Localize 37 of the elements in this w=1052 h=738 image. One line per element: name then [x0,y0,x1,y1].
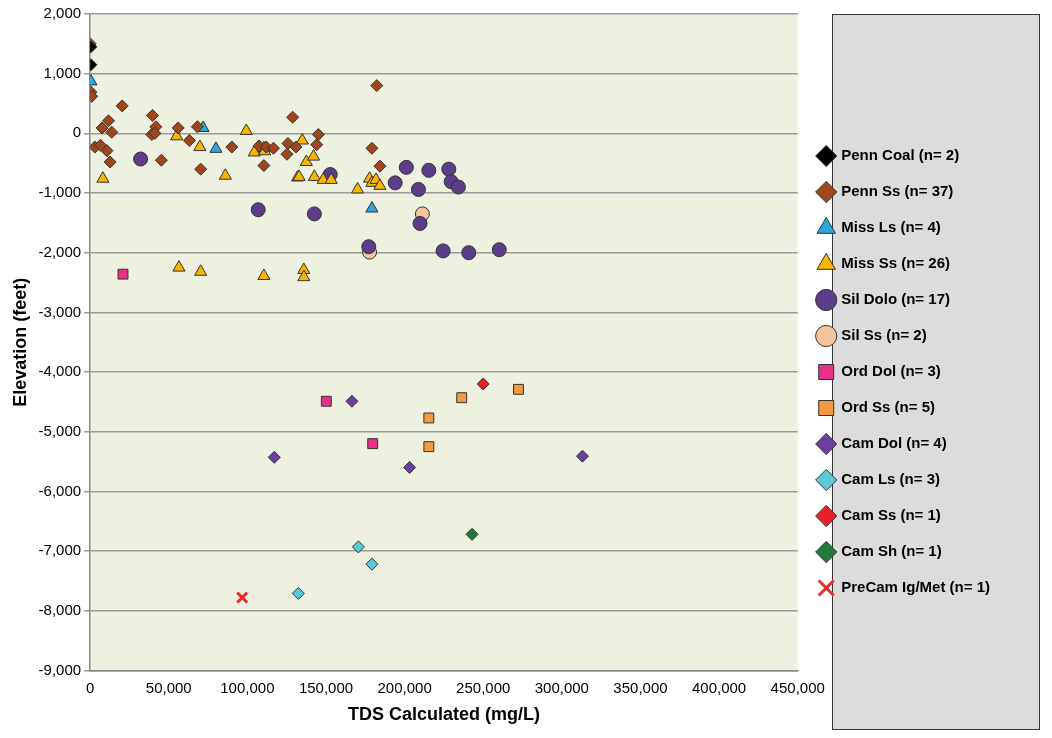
x-tick-label: 0 [85,678,95,696]
legend-label: Penn Ss (n= 37) [841,182,954,200]
x-tick-label: 100,000 [220,678,275,696]
y-tick-label: 1,000 [43,63,82,81]
y-tick-label: -6,000 [38,481,82,499]
y-tick-label: -7,000 [38,541,82,559]
x-tick-label: 200,000 [377,678,432,696]
x-tick-label: 50,000 [145,678,192,696]
legend-label: Cam Sh (n= 1) [841,542,942,560]
legend-label: Cam Ls (n= 3) [841,470,940,488]
legend-label: Sil Dolo (n= 17) [841,290,950,308]
y-tick-label: -2,000 [38,242,82,260]
y-tick-label: -3,000 [38,302,82,320]
legend-label: Ord Dol (n= 3) [841,362,941,380]
x-tick-label: 450,000 [770,678,825,696]
x-tick-label: 400,000 [691,678,747,696]
x-axis-title: TDS Calculated (mg/L) [347,704,540,725]
legend-label: Miss Ss (n= 26) [841,254,951,272]
x-tick-label: 150,000 [298,678,354,696]
legend-label: Cam Dol (n= 4) [841,434,947,452]
y-tick-label: -5,000 [38,421,82,439]
legend-label: Cam Ss (n= 1) [841,506,941,524]
legend-label: PreCam Ig/Met (n= 1) [841,578,991,596]
x-tick-label: 350,000 [613,678,668,696]
legend-label: Sil Ss (n= 2) [841,326,927,344]
y-tick-label: -9,000 [38,660,82,678]
y-axis-title: Elevation (feet) [9,277,30,407]
legend-label: Ord Ss (n= 5) [841,398,935,416]
y-tick-label: -4,000 [38,362,82,380]
y-tick-label: 2,000 [43,4,82,22]
y-tick-label: -8,000 [38,600,82,618]
legend-label: Miss Ls (n= 4) [841,218,941,236]
y-tick-label: -1,000 [38,183,82,201]
x-tick-label: 300,000 [534,678,589,696]
legend-label: Penn Coal (n= 2) [841,146,960,164]
x-tick-label: 250,000 [456,678,511,696]
y-tick-label: 0 [72,123,82,141]
